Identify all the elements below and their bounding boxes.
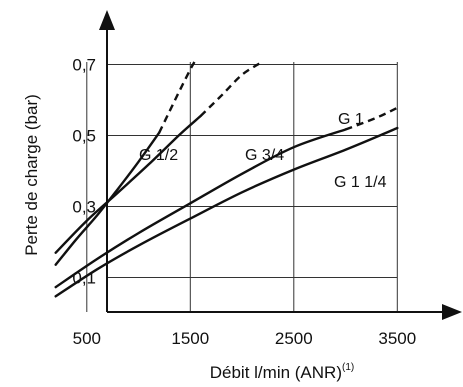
y-tick-label: 0,7: [72, 56, 96, 75]
series-line-g-3-4: [54, 114, 202, 254]
x-axis-arrow: [442, 304, 462, 320]
x-axis-title-text: Débit l/min (ANR): [210, 363, 342, 382]
curve-label-g-3-4: G 3/4: [245, 147, 284, 164]
x-tick-label: 1500: [171, 329, 209, 348]
x-tick-label: 3500: [378, 329, 416, 348]
series-extrapolated-line-g-1: [345, 106, 398, 131]
curve-label-g-1: G 1: [338, 111, 364, 128]
y-tick-label: 0,3: [72, 198, 96, 217]
x-axis-title: Débit l/min (ANR)(1): [210, 362, 354, 382]
curve-label-g-1-1-4: G 1 1/4: [334, 174, 387, 191]
series-line-g-1-1-4: [54, 126, 399, 298]
curves: [54, 60, 399, 298]
series-extrapolated-line-g-3-4: [199, 60, 264, 117]
y-axis-arrow: [99, 10, 115, 30]
curve-label-g-1-2: G 1/2: [139, 147, 178, 164]
axes: [99, 10, 462, 320]
tick-labels: 500 1500 2500 3500 0,1 0,3 0,5 0,7: [72, 56, 416, 349]
y-axis-title-text: Perte de charge (bar): [22, 94, 41, 256]
y-tick-label: 0,1: [72, 269, 96, 288]
series-extrapolated-line-g-1-2: [158, 61, 196, 134]
x-tick-label: 2500: [275, 329, 313, 348]
grid: [86, 62, 398, 312]
y-tick-label: 0,5: [72, 127, 96, 146]
x-tick-label: 500: [73, 329, 101, 348]
series-line-g-1: [54, 128, 347, 289]
x-axis-title-superscript: (1): [342, 362, 354, 373]
y-axis-title: Perte de charge (bar): [22, 94, 41, 256]
